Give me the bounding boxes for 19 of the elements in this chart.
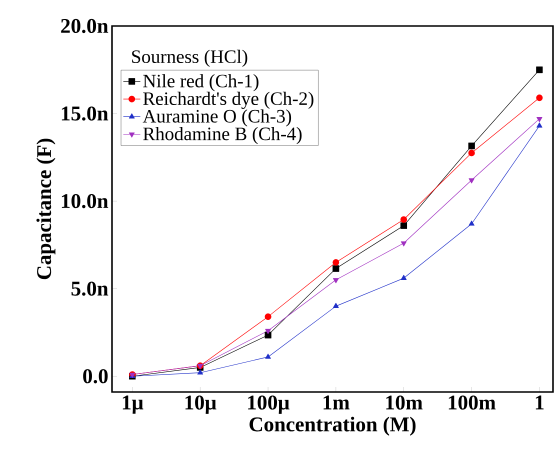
legend-label: Nile red (Ch-1)	[143, 74, 258, 92]
x-tick-label: 10m	[386, 396, 423, 410]
y-tick-label: 20.0n	[61, 18, 108, 34]
x-tick-label: 1μ	[122, 396, 144, 414]
y-tick-label: 10.0n	[62, 194, 108, 208]
y-tick-label: 15.0n	[62, 106, 108, 121]
x-tick-label: 100m	[448, 396, 496, 410]
x-axis-title: Concentration (M)	[250, 416, 416, 436]
x-tick-label: 1	[536, 396, 544, 410]
legend-label: Reichardt's dye (Ch-2)	[143, 92, 314, 109]
legend-title: Sourness (HCl)	[132, 50, 248, 67]
legend-label: Rhodamine B (Ch-4)	[143, 126, 302, 144]
x-tick-label: 1m	[324, 396, 350, 410]
x-tick-label: 100μ	[248, 396, 290, 414]
x-tick-label: 10μ	[185, 396, 216, 414]
y-axis-title: Capacitance (F)	[36, 138, 56, 280]
legend-label: Auramine O (Ch-3)	[142, 109, 292, 126]
y-tick-label: 5.0n	[72, 282, 108, 296]
y-tick-label: 0.0	[83, 369, 108, 384]
